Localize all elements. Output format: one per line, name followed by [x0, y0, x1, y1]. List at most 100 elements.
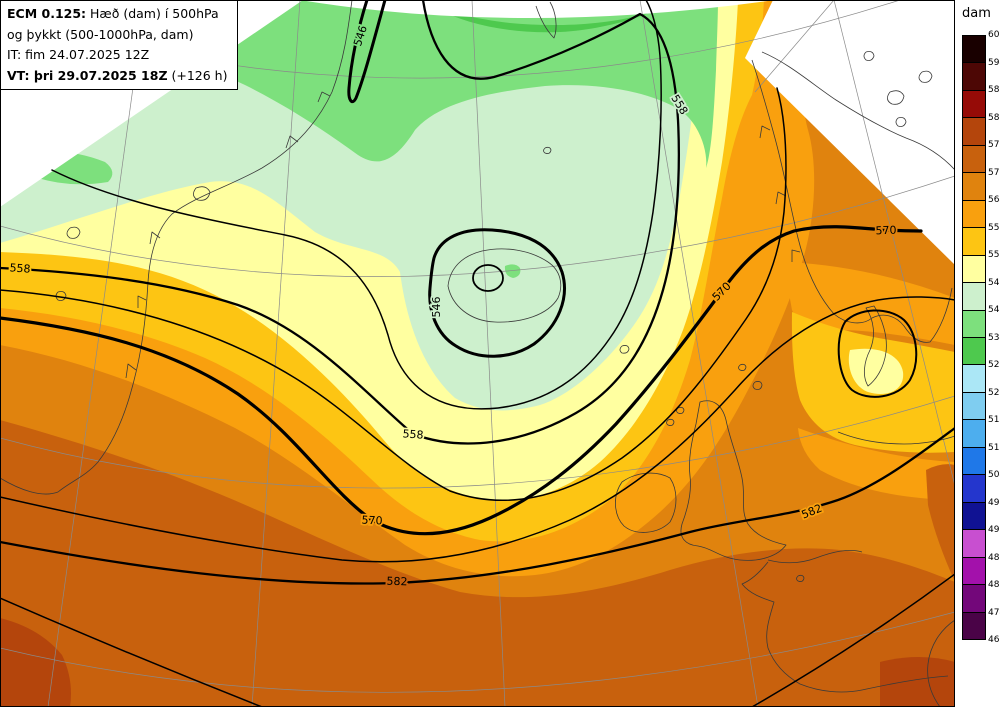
legend-tick-510: 510: [988, 442, 1000, 453]
coast-svalbard: [535, 1, 557, 39]
coast-white-islands: [863, 51, 933, 127]
legend-cell-576-582: [963, 118, 985, 146]
contour-558: [0, 0, 680, 445]
legend-tick-540: 540: [988, 305, 1000, 315]
white-corner-tr: [745, 0, 955, 265]
coast-lowlands: [837, 431, 955, 445]
title-line-3: IT: fim 24.07.2025 12Z: [7, 47, 150, 62]
legend-cell-564-570: [963, 173, 985, 201]
contour-label-546: 546: [430, 297, 443, 318]
contour-540-inner: [472, 264, 504, 292]
contour-552: [51, 0, 662, 410]
legend-tick-552: 552: [988, 250, 1000, 260]
legend-cell-492-498: [963, 502, 985, 531]
white-dome-top: [300, 0, 775, 18]
legend-cell-570-576: [963, 145, 985, 174]
fill-dark-spain-strip: [926, 464, 955, 582]
fill-darkgreen-top-sliver: [435, 8, 655, 33]
contour-546-closed-low: [428, 228, 566, 358]
legend-cell-588-594: [963, 63, 985, 91]
meridian-6-white-corner: [754, 0, 835, 93]
legend-tick-492: 492: [988, 525, 1000, 535]
coast-france-biscay: [741, 561, 949, 693]
legend-tick-504: 504: [988, 470, 1000, 480]
coast-greenland-east: [0, 0, 353, 495]
legend-tick-570: 570: [988, 167, 1000, 178]
legend-cell-594-600: [963, 36, 985, 64]
legend-tick-534: 534: [988, 332, 1000, 343]
meridian-3: [471, 0, 506, 707]
contour-582: [0, 426, 955, 585]
coast-greenland-fjords: [125, 91, 331, 379]
coast-uk: [680, 400, 787, 561]
contour-label-570: 570: [361, 513, 383, 527]
meridian-5: [833, 0, 955, 488]
legend-tick-594: 594: [988, 57, 1000, 68]
legend-cell-510-516: [963, 420, 985, 448]
legend-tick-588: 588: [988, 85, 1000, 95]
legend-color-bar: [962, 35, 986, 640]
coast-ireland: [615, 472, 677, 533]
map-area: 546 546 558 558 558 570 570 570 582 582: [0, 0, 955, 707]
parallel-3: [0, 395, 955, 489]
legend-tick-468: 468: [988, 635, 1000, 645]
legend-cell-480-486: [963, 557, 985, 586]
contour-570: [0, 225, 923, 536]
legend-cell-474-480: [963, 585, 985, 613]
legend-tick-582: 582: [988, 112, 1000, 123]
fill-orange3-570-576: [0, 420, 955, 707]
coast-island-1: [193, 186, 211, 201]
contour-564: [0, 87, 787, 502]
legend-cell-504-510: [963, 447, 985, 476]
contour-label-558: 558: [402, 427, 424, 441]
coast-norway-west: [751, 59, 953, 343]
coast-island-2: [66, 226, 81, 239]
legend-tick-522: 522: [988, 387, 1000, 398]
legend-tick-576: 576: [988, 140, 1000, 150]
contour-576: [0, 296, 955, 563]
fill-dark-bl: [0, 618, 71, 707]
legend-tick-486: 486: [988, 552, 1000, 563]
coast-channel-island: [796, 574, 805, 582]
coast-janmayen: [543, 146, 552, 154]
legend-tick-564: 564: [988, 195, 1000, 205]
fill-orange1-below-tongue: [798, 428, 955, 500]
legend-cell-582-588: [963, 90, 985, 119]
fill-paleyellow-baltic-core: [848, 348, 904, 394]
legend-cell-498-504: [963, 475, 985, 503]
coast-denmark: [864, 305, 887, 387]
coast-scandinavia-white: [761, 51, 955, 171]
contour-588-se: [751, 573, 955, 707]
coast-iceland: [447, 248, 562, 323]
legend-cell-534-540: [963, 310, 985, 338]
meridian-4: [639, 0, 759, 707]
meridian-1: [47, 0, 146, 707]
fill-orange1-right-tongue: [786, 262, 955, 345]
contour-label-582: 582: [386, 575, 407, 589]
coast-france-channel: [767, 550, 863, 564]
title-line-1: ECM 0.125: Hæð (dam) í 500hPa: [7, 6, 219, 21]
legend-cell-540-546: [963, 283, 985, 311]
legend-tick-528: 528: [988, 360, 1000, 370]
legend-cell-468-474: [963, 612, 985, 639]
contour-576-closed-baltic: [837, 309, 918, 398]
parallel-4: [0, 611, 955, 693]
legend-tick-546: 546: [988, 277, 1000, 288]
legend-cell-528-534: [963, 337, 985, 366]
meridian-2: [251, 0, 301, 707]
title-line-4: VT: þri 29.07.2025 18Z (+126 h): [7, 67, 228, 83]
coast-norway-fjords: [759, 125, 801, 262]
legend-tick-600: 600: [988, 30, 1000, 40]
fill-dark-br: [880, 657, 955, 707]
contour-546-hairpin: [347, 0, 387, 104]
legend-cell-552-558: [963, 228, 985, 256]
legend-cell-558-564: [963, 200, 985, 229]
coast-spain-east: [927, 619, 955, 707]
title-line-2: og þykkt (500-1000hPa, dam): [7, 26, 194, 42]
coast-hebrides: [666, 406, 685, 426]
legend-tick-480: 480: [988, 580, 1000, 590]
fill-green-dot-low: [504, 264, 521, 278]
coast-shetland: [738, 363, 763, 390]
